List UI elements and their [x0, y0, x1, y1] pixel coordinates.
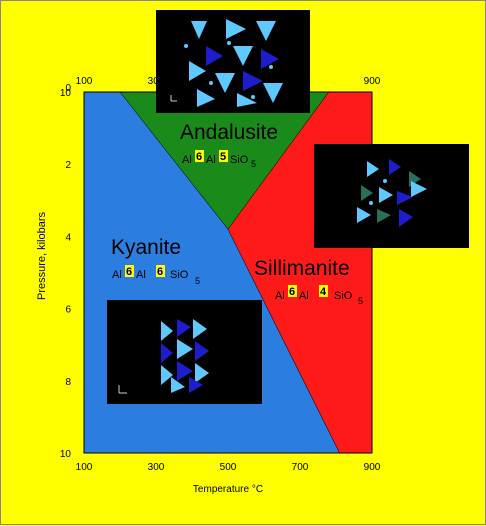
x-tick-label: 500: [220, 462, 237, 473]
svg-text:5: 5: [251, 159, 256, 169]
x-tick-label: 100: [76, 462, 93, 473]
sillimanite-formula: Al 6 Al 4 SiO 5: [275, 285, 363, 306]
svg-text:Al: Al: [136, 269, 146, 281]
y-tick-label: 6: [65, 305, 71, 316]
kyanite-formula: Al 6 Al 6 SiO 5: [112, 265, 200, 286]
svg-text:6: 6: [196, 151, 202, 163]
svg-text:Al: Al: [275, 290, 285, 302]
y-axis-title: Pressure, kilobars: [36, 211, 48, 300]
x-tick-label: 900: [364, 462, 381, 473]
x-top-tick-label: 900: [364, 76, 381, 87]
x-tick-label: 300: [148, 462, 165, 473]
svg-text:SiO: SiO: [230, 154, 249, 166]
y-tick-label: 10: [60, 449, 72, 460]
svg-text:6: 6: [289, 286, 295, 298]
andalusite-label: Andalusite: [180, 121, 278, 144]
svg-text:Al: Al: [182, 154, 192, 166]
sillimanite-structure-inset: [314, 144, 469, 248]
svg-text:6: 6: [126, 266, 132, 278]
kyanite-structure-inset: [107, 300, 262, 404]
svg-text:Al: Al: [206, 154, 216, 166]
svg-text:Al: Al: [112, 269, 122, 281]
andalusite-formula: Al 6 Al 5 SiO 5: [182, 150, 256, 169]
svg-text:Al: Al: [299, 290, 309, 302]
x-top-tick-label: 100: [76, 76, 93, 87]
svg-text:5: 5: [220, 151, 226, 163]
svg-text:6: 6: [157, 266, 163, 278]
svg-text:5: 5: [358, 296, 363, 306]
y-tick-label: 2: [65, 160, 71, 171]
svg-text:4: 4: [320, 286, 327, 298]
x-axis-title: Temperature °C: [193, 484, 263, 495]
y-tick-label: 10: [60, 88, 72, 99]
y-tick-label: 4: [65, 232, 71, 243]
svg-text:5: 5: [195, 276, 200, 286]
axis-ticks: 100300500700900100300900102468100: [60, 76, 381, 473]
y-tick-label: 8: [65, 377, 71, 388]
crystal-structure-icon: [357, 159, 427, 227]
svg-text:SiO: SiO: [334, 290, 353, 302]
crystal-structure-icon: [170, 19, 283, 107]
kyanite-label: Kyanite: [111, 236, 181, 259]
andalusite-structure-inset: [156, 10, 310, 113]
sillimanite-label: Sillimanite: [254, 257, 350, 280]
svg-text:SiO: SiO: [170, 269, 189, 281]
y-top-tick-label: 0: [65, 83, 71, 94]
crystal-structure-icon: [118, 319, 209, 394]
x-tick-label: 700: [292, 462, 309, 473]
